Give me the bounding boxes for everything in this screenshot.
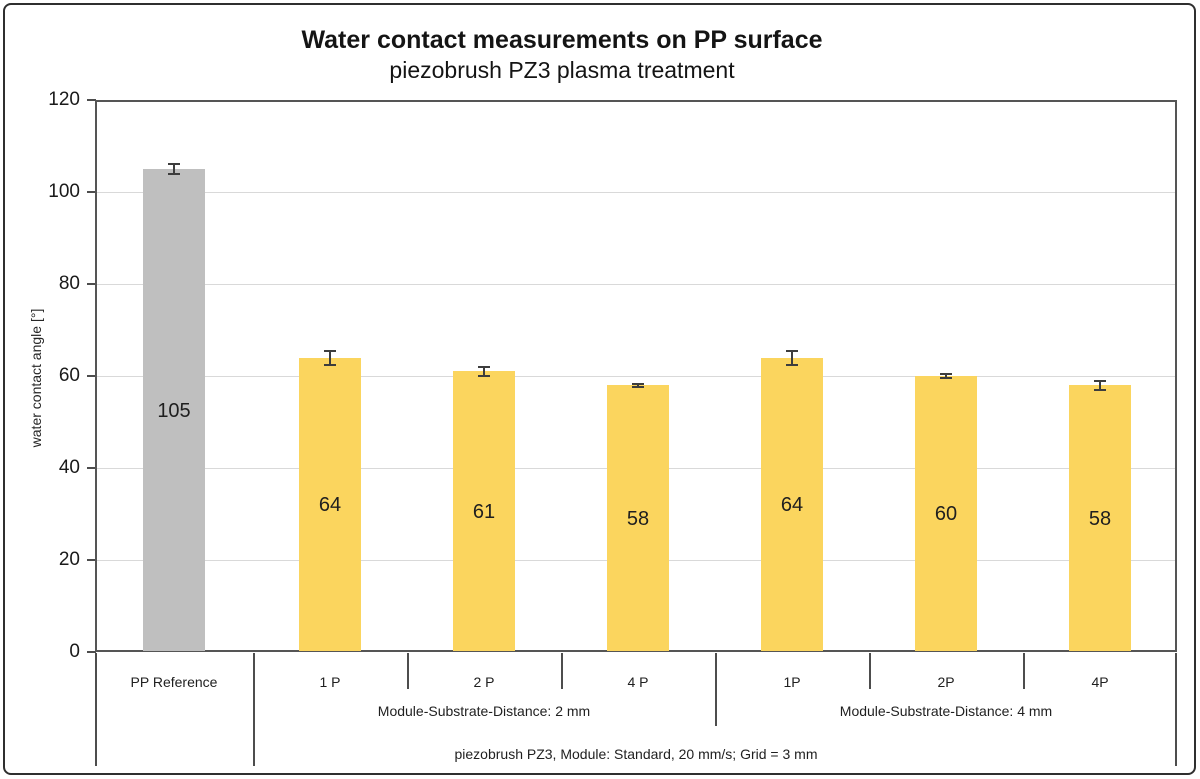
y-tick-label-40: 40: [58, 457, 80, 478]
bar-value-label-2: 61: [472, 501, 496, 523]
error-bar-line-1: [329, 351, 331, 365]
x-category-label-1: 1 P: [319, 674, 341, 690]
bar-4-p: [607, 385, 669, 651]
x-category-label-2: 2 P: [473, 674, 495, 690]
chart-subtitle: piezobrush PZ3 plasma treatment: [389, 57, 735, 83]
error-bar-cap-top-5: [940, 373, 952, 375]
x-divider-long-0: [95, 653, 97, 766]
gridline-y-60: [97, 376, 1177, 377]
gridline-y-80: [97, 284, 1177, 285]
error-bar-cap-bottom-3: [632, 386, 644, 388]
y-tick-label-120: 120: [48, 89, 80, 110]
error-bar-line-2: [483, 367, 485, 376]
bar-value-label-0: 105: [157, 400, 191, 422]
bar-2-p: [453, 371, 515, 651]
x-category-label-5: 2P: [937, 674, 955, 690]
y-tick-0: [87, 651, 96, 653]
error-bar-cap-bottom-6: [1094, 389, 1106, 391]
x-divider-short-2: [561, 653, 563, 689]
error-bar-cap-bottom-2: [478, 375, 490, 377]
error-bar-line-5: [945, 374, 947, 379]
error-bar-cap-bottom-0: [168, 173, 180, 175]
y-tick-80: [87, 283, 96, 285]
y-tick-60: [87, 375, 96, 377]
bar-value-label-1: 64: [318, 494, 342, 516]
y-tick-label-60: 60: [58, 365, 80, 386]
x-category-label-6: 4P: [1091, 674, 1109, 690]
x-group-label-1: Module-Substrate-Distance: 4 mm: [839, 703, 1053, 719]
error-bar-cap-top-6: [1094, 380, 1106, 382]
x-category-label-0: PP Reference: [130, 674, 218, 690]
error-bar-cap-bottom-5: [940, 377, 952, 379]
x-divider-short-1: [407, 653, 409, 689]
error-bar-cap-top-4: [786, 350, 798, 352]
y-tick-100: [87, 191, 96, 193]
error-bar-cap-top-2: [478, 366, 490, 368]
error-bar-line-6: [1099, 381, 1101, 390]
error-bar-line-4: [791, 351, 793, 365]
error-bar-line-0: [173, 164, 175, 173]
y-tick-label-20: 20: [58, 549, 80, 570]
error-bar-cap-bottom-4: [786, 364, 798, 366]
x-divider-short-4: [869, 653, 871, 689]
x-category-label-3: 4 P: [627, 674, 649, 690]
bar-value-label-3: 58: [626, 508, 650, 530]
error-bar-cap-top-1: [324, 350, 336, 352]
error-bar-cap-top-3: [632, 383, 644, 385]
x-group-label-0: Module-Substrate-Distance: 2 mm: [377, 703, 591, 719]
bar-value-label-5: 60: [934, 503, 958, 525]
chart-title: Water contact measurements on PP surface: [301, 26, 823, 54]
gridline-y-100: [97, 192, 1177, 193]
bar-1-p: [299, 358, 361, 651]
bar-1p: [761, 358, 823, 651]
axis-caption: piezobrush PZ3, Module: Standard, 20 mm/…: [454, 746, 818, 762]
y-tick-120: [87, 99, 96, 101]
y-tick-40: [87, 467, 96, 469]
x-divider-group-1: [715, 653, 717, 726]
x-category-label-4: 1P: [783, 674, 801, 690]
y-tick-label-80: 80: [58, 273, 80, 294]
bar-2p: [915, 376, 977, 651]
bar-4p: [1069, 385, 1131, 651]
bar-value-label-6: 58: [1088, 508, 1112, 530]
error-bar-cap-bottom-1: [324, 364, 336, 366]
x-divider-short-5: [1023, 653, 1025, 689]
y-tick-label-100: 100: [48, 181, 80, 202]
bar-pp-reference: [143, 169, 205, 651]
error-bar-cap-top-0: [168, 163, 180, 165]
plot-frame: [95, 100, 1177, 652]
error-bar-line-3: [637, 384, 639, 387]
x-divider-long-2: [1175, 653, 1177, 766]
bar-value-label-4: 64: [780, 494, 804, 516]
y-tick-20: [87, 559, 96, 561]
x-divider-long-1: [253, 653, 255, 766]
y-tick-label-0: 0: [69, 641, 80, 662]
